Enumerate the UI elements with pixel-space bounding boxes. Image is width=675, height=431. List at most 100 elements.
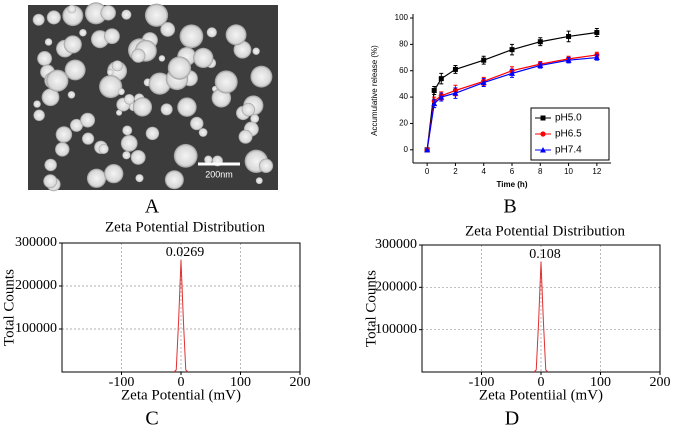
particle [79, 28, 87, 37]
x-tick-label: -100 [469, 375, 495, 390]
x-axis-title: Zeta Potential (mV) [121, 387, 241, 403]
particle [214, 70, 238, 94]
marker [480, 79, 487, 86]
particle [206, 27, 217, 38]
legend-label: pH5.0 [555, 113, 582, 124]
y-tick-label: 300000 [375, 237, 417, 252]
particle [233, 40, 252, 59]
marker [438, 76, 444, 82]
particle [44, 158, 57, 172]
particle [255, 177, 263, 185]
x-axis-title: Zeta Potentiial (mV) [479, 387, 603, 403]
marker [452, 66, 458, 72]
series-line [533, 261, 549, 373]
marker [537, 39, 543, 45]
y-tick-label: 60 [399, 66, 408, 75]
x-tick-label: -100 [109, 375, 135, 390]
x-tick-label: 200 [650, 375, 671, 390]
panel-label: B [503, 196, 516, 218]
x-tick-label: 0 [538, 375, 545, 390]
particle [258, 158, 274, 173]
particle [160, 103, 173, 116]
y-tick-label: 100000 [15, 321, 57, 336]
particle [122, 151, 131, 160]
x-tick-label: 0 [425, 167, 430, 176]
y-tick-label: 200000 [375, 280, 417, 295]
particle [116, 109, 123, 116]
particle [120, 134, 138, 152]
marker [424, 146, 431, 153]
particle [144, 3, 169, 27]
x-tick-label: 4 [481, 167, 486, 176]
x-tick-label: 100 [590, 375, 611, 390]
particle [67, 4, 77, 14]
chart-title: Zeta Potential Distribution [465, 223, 625, 239]
particle [117, 88, 125, 96]
marker [481, 57, 487, 63]
particle [124, 94, 135, 105]
y-tick-label: 100000 [375, 322, 417, 337]
particle [132, 97, 153, 117]
x-axis-title: Time (h) [497, 180, 528, 189]
particle [63, 35, 82, 54]
particle [46, 10, 61, 25]
marker [593, 54, 600, 61]
particle [250, 65, 273, 88]
marker [594, 30, 600, 35]
panel-label: D [505, 408, 519, 430]
legend-marker [540, 147, 546, 153]
marker [509, 47, 515, 53]
x-tick-label: 8 [538, 167, 543, 176]
legend-marker [540, 115, 546, 121]
y-axis-title: Total Counts [1, 269, 17, 346]
particle [32, 13, 45, 26]
particle [41, 88, 60, 107]
marker [509, 70, 515, 76]
y-tick-label: 200000 [15, 278, 57, 293]
particle [104, 28, 120, 45]
particle [98, 143, 109, 155]
x-tick-label: 6 [510, 167, 515, 176]
particle [99, 74, 123, 99]
legend-marker [540, 131, 546, 137]
marker [438, 94, 445, 100]
particle [67, 91, 76, 99]
marker [537, 62, 544, 68]
particle [145, 126, 160, 141]
particle [198, 128, 208, 137]
particle [46, 69, 69, 92]
x-tick-label: 10 [564, 167, 573, 176]
particle [204, 155, 213, 164]
panel-label: C [145, 408, 158, 430]
particle [44, 38, 53, 46]
particle [33, 100, 41, 108]
x-tick-label: 2 [453, 167, 458, 176]
particle [121, 9, 132, 20]
particle [158, 55, 166, 62]
particle [37, 51, 53, 66]
y-tick-label: 300000 [15, 235, 57, 250]
particle [55, 126, 73, 143]
plot-frame [61, 242, 301, 373]
x-tick-label: 200 [290, 375, 311, 390]
legend-label: pH6.5 [555, 129, 582, 140]
particle [177, 97, 197, 117]
particle [81, 132, 95, 145]
particle [190, 116, 204, 131]
particle [86, 168, 107, 188]
particle [62, 5, 84, 27]
particle [241, 102, 256, 117]
particle [43, 174, 58, 189]
particle [193, 47, 214, 69]
x-tick-label: 0 [178, 375, 185, 390]
particle [135, 174, 144, 183]
marker [452, 90, 459, 96]
scale-bar-label: 200nm [205, 169, 233, 179]
x-tick-label: 100 [230, 375, 251, 390]
particle [238, 129, 253, 144]
particle [70, 118, 84, 132]
particle [33, 109, 45, 122]
particle [100, 5, 116, 21]
particle [84, 2, 108, 25]
